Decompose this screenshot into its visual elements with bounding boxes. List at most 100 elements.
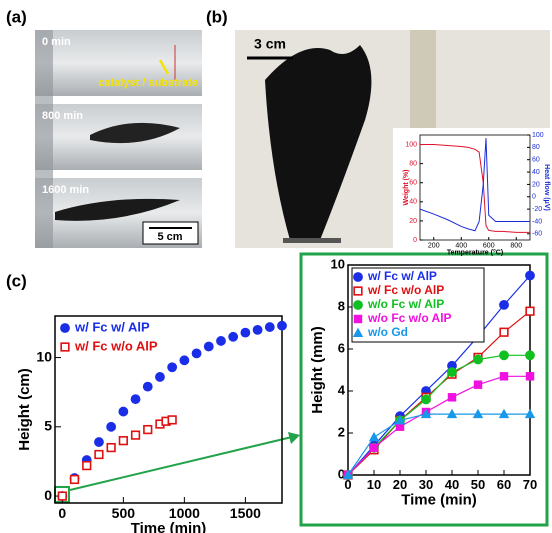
axes-frame xyxy=(419,134,531,241)
marker xyxy=(472,408,484,419)
marker xyxy=(473,354,483,365)
marker xyxy=(447,393,457,402)
y-tick-label: 8 xyxy=(338,298,345,313)
y-tick-label: 0 xyxy=(413,237,417,244)
y2-tick-label: 20 xyxy=(532,181,540,188)
y-tick-label: 60 xyxy=(409,180,417,187)
x-tick-label: 60 xyxy=(497,477,511,492)
arrow-head xyxy=(288,432,300,444)
marker xyxy=(143,424,153,435)
x-tick-label: 400 xyxy=(455,242,467,249)
y2-tick-label: -20 xyxy=(532,206,542,213)
marker xyxy=(498,408,510,419)
legend-marker xyxy=(353,314,363,324)
marker xyxy=(203,341,214,352)
legend-label: w/ Fc w/o AlP xyxy=(367,283,444,297)
legend-marker xyxy=(353,286,363,296)
y-tick-label: 100 xyxy=(405,141,417,148)
y-tick-label: 0 xyxy=(44,487,52,503)
x-tick-label: 10 xyxy=(367,477,381,492)
y2-axis-label: Heat flow (μV) xyxy=(543,164,550,211)
marker xyxy=(130,430,141,440)
legend-label: w/o Gd xyxy=(367,325,408,339)
marker xyxy=(368,431,380,442)
legend-label: w/ Fc w/ AlP xyxy=(74,319,150,334)
marker xyxy=(106,442,116,453)
axes-frame xyxy=(54,315,283,504)
time-label: 800 min xyxy=(42,110,83,122)
y2-tick-label: 80 xyxy=(532,144,540,151)
annotation: catalyst / substrate xyxy=(98,77,198,89)
marker xyxy=(94,437,104,447)
legend-marker xyxy=(60,323,70,333)
x-tick-label: 800 xyxy=(510,242,522,249)
marker xyxy=(240,327,251,338)
marker xyxy=(252,324,263,335)
legend-marker xyxy=(353,272,363,282)
y-tick-label: 40 xyxy=(409,199,417,206)
y2-tick-label: 40 xyxy=(532,169,540,176)
marker xyxy=(525,306,535,316)
marker xyxy=(524,408,536,419)
y2-tick-label: 100 xyxy=(532,132,544,139)
marker xyxy=(369,443,379,452)
scale-label: 3 cm xyxy=(254,36,286,52)
time-label: 1600 min xyxy=(42,184,89,196)
x-tick-label: 0 xyxy=(344,477,351,492)
marker xyxy=(69,474,80,485)
panel-label: (a) xyxy=(6,7,27,26)
panel-label: (c) xyxy=(6,271,27,290)
x-tick-label: 30 xyxy=(419,477,433,492)
legend-marker xyxy=(352,327,364,338)
marker xyxy=(167,415,177,425)
x-axis-label: Time (min) xyxy=(131,520,207,533)
marker xyxy=(421,394,431,405)
x-tick-label: 600 xyxy=(483,242,495,249)
series-line xyxy=(347,375,530,476)
legend-marker xyxy=(60,342,70,352)
y2-tick-label: -40 xyxy=(532,218,542,225)
x-tick-label: 200 xyxy=(428,242,440,249)
x-tick-label: 1000 xyxy=(169,505,200,521)
marker xyxy=(277,320,287,331)
marker xyxy=(499,327,509,337)
legend-label: w/ Fc w/ AlP xyxy=(367,269,437,283)
legend-label: w/o Fc w/o AlP xyxy=(367,311,452,325)
legend-label: w/o Fc w/ AlP xyxy=(367,297,444,311)
marker xyxy=(57,491,67,501)
x-tick-label: 40 xyxy=(445,477,459,492)
series-line xyxy=(419,138,530,232)
time-label: 0 min xyxy=(42,36,71,48)
marker xyxy=(525,270,535,281)
marker xyxy=(499,350,509,361)
marker xyxy=(342,469,354,480)
marker xyxy=(191,348,202,359)
y-tick-label: 4 xyxy=(338,382,346,397)
x-axis-label: Time (min) xyxy=(401,491,477,508)
x-tick-label: 50 xyxy=(471,477,485,492)
marker xyxy=(179,355,190,366)
y2-tick-label: 60 xyxy=(532,157,540,164)
x-tick-label: 70 xyxy=(523,477,537,492)
marker xyxy=(446,408,458,419)
y-tick-label: 10 xyxy=(331,256,345,271)
legend-box xyxy=(351,267,485,343)
marker xyxy=(142,381,153,392)
marker xyxy=(264,322,275,332)
y-tick-label: 2 xyxy=(338,424,345,439)
marker xyxy=(82,460,92,471)
photo-a xyxy=(35,30,202,248)
marker xyxy=(130,394,141,405)
series-line xyxy=(420,144,530,233)
marker xyxy=(473,380,483,389)
y-axis-label: Height (mm) xyxy=(309,326,326,414)
x-tick-label: 20 xyxy=(393,477,407,492)
axes-frame xyxy=(347,264,531,476)
y-axis-label: Weight (%) xyxy=(403,169,410,205)
y-axis-label: Height (cm) xyxy=(16,368,33,451)
marker xyxy=(216,336,226,346)
marker xyxy=(447,367,457,378)
y-tick-label: 0 xyxy=(338,466,345,481)
y-tick-label: 6 xyxy=(338,340,345,355)
y-tick-label: 10 xyxy=(36,348,52,364)
